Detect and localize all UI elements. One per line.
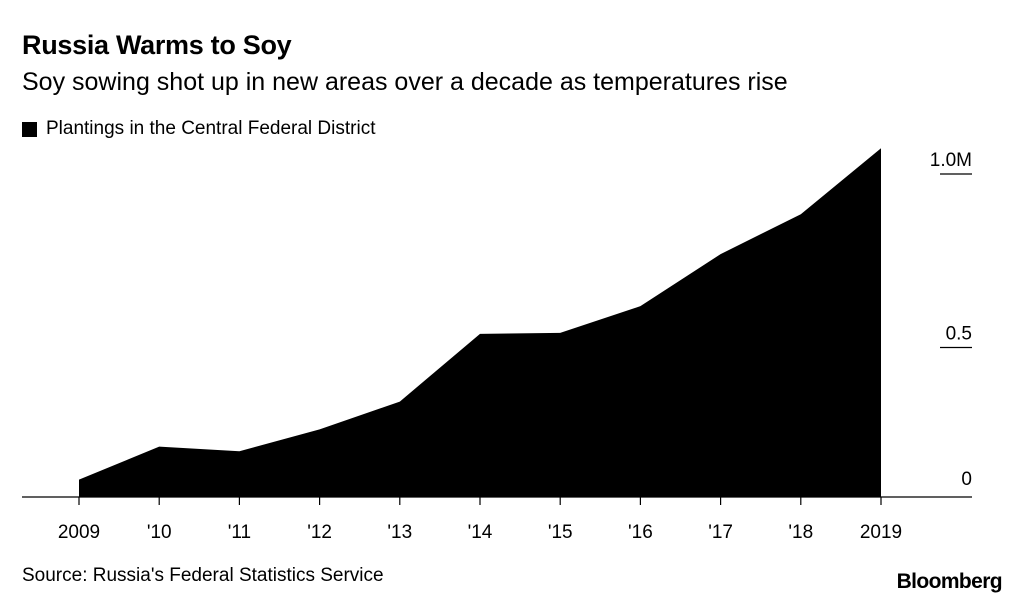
x-tick-label: 2009 bbox=[58, 522, 100, 543]
legend: Plantings in the Central Federal Distric… bbox=[22, 118, 375, 140]
x-tick-label: '16 bbox=[628, 522, 653, 543]
y-tick-label: 1.0M bbox=[930, 150, 972, 171]
x-tick-label: '11 bbox=[228, 522, 251, 543]
x-tick-label: 2019 bbox=[860, 522, 902, 543]
x-tick-label: '17 bbox=[708, 522, 733, 543]
y-tick-label: 0.5 bbox=[946, 324, 972, 345]
x-tick-label: '13 bbox=[387, 522, 412, 543]
chart-subtitle: Soy sowing shot up in new areas over a d… bbox=[22, 68, 788, 96]
x-tick-label: '10 bbox=[147, 522, 172, 543]
brand-logo: Bloomberg bbox=[896, 570, 1003, 593]
chart-title: Russia Warms to Soy bbox=[22, 30, 292, 60]
legend-swatch bbox=[22, 121, 37, 137]
source-note: Source: Russia's Federal Statistics Serv… bbox=[22, 565, 384, 586]
x-tick-label: '18 bbox=[788, 522, 813, 543]
y-tick-label: 0 bbox=[961, 469, 972, 490]
x-tick-label: '12 bbox=[307, 522, 332, 543]
x-tick-label: '14 bbox=[468, 522, 493, 543]
legend-label: Plantings in the Central Federal Distric… bbox=[46, 118, 376, 139]
x-tick-label: '15 bbox=[548, 522, 573, 543]
series-area bbox=[79, 148, 881, 497]
